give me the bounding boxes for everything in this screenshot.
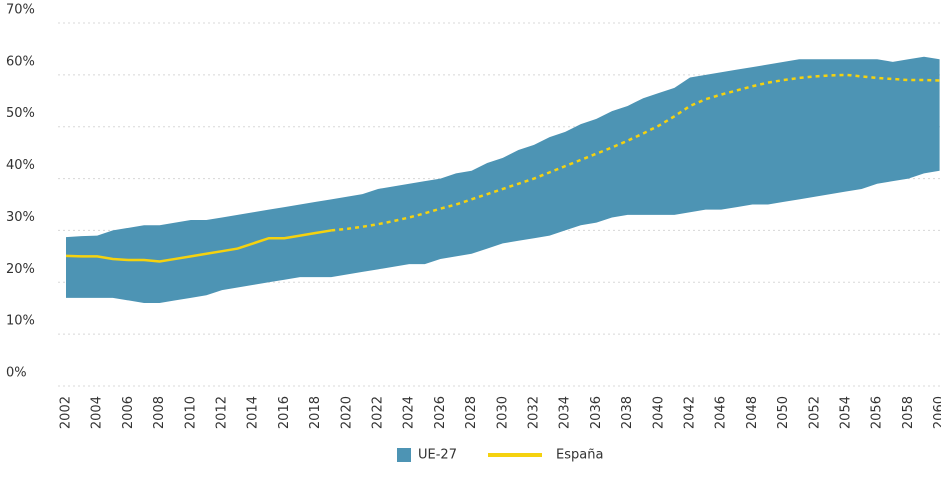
- x-tick-label: 2020: [339, 396, 354, 429]
- x-tick-label: 2048: [745, 396, 760, 429]
- x-tick-label: 2056: [870, 396, 885, 429]
- x-tick-label: 2046: [714, 396, 729, 429]
- x-tick-label: 2042: [683, 396, 698, 429]
- x-tick-label: 2006: [121, 396, 136, 429]
- x-tick-label: 2018: [308, 396, 323, 429]
- x-tick-label: 2024: [402, 396, 417, 429]
- x-tick-label: 2008: [152, 396, 167, 429]
- x-tick-label: 2040: [651, 396, 666, 429]
- y-tick-label: 40%: [6, 158, 35, 173]
- x-tick-label: 2052: [807, 396, 822, 429]
- x-tick-label: 2002: [59, 396, 74, 429]
- y-tick-label: 60%: [6, 54, 35, 69]
- x-tick-label: 2054: [839, 396, 854, 429]
- legend-swatch: [397, 448, 411, 462]
- legend-label: UE-27: [418, 448, 457, 463]
- x-tick-label: 2010: [183, 396, 198, 429]
- x-tick-label: 2028: [464, 396, 479, 429]
- y-tick-label: 10%: [6, 314, 35, 329]
- line-solid: [65, 229, 332, 263]
- area-band: [66, 56, 940, 304]
- x-tick-label: 2058: [901, 396, 916, 429]
- x-tick-label: 2004: [90, 396, 105, 429]
- x-tick-label: 2036: [589, 396, 604, 429]
- x-tick-label: 2012: [215, 396, 230, 429]
- y-tick-label: 30%: [6, 210, 35, 225]
- x-tick-label: 2026: [433, 396, 448, 429]
- y-tick-label: 70%: [6, 3, 35, 18]
- y-tick-label: 20%: [6, 262, 35, 277]
- x-tick-label: 2050: [776, 396, 791, 429]
- y-tick-label: 50%: [6, 106, 35, 121]
- x-tick-label: 2030: [495, 396, 510, 429]
- x-tick-label: 2022: [371, 396, 386, 429]
- y-tick-label: 0%: [6, 366, 27, 381]
- x-tick-label: 2034: [558, 396, 573, 429]
- x-tick-label: 2014: [246, 396, 261, 429]
- x-tick-label: 2038: [620, 396, 635, 429]
- legend-label: España: [556, 448, 603, 463]
- x-tick-label: 2060: [932, 396, 941, 429]
- x-tick-label: 2016: [277, 396, 292, 429]
- x-tick-label: 2032: [527, 396, 542, 429]
